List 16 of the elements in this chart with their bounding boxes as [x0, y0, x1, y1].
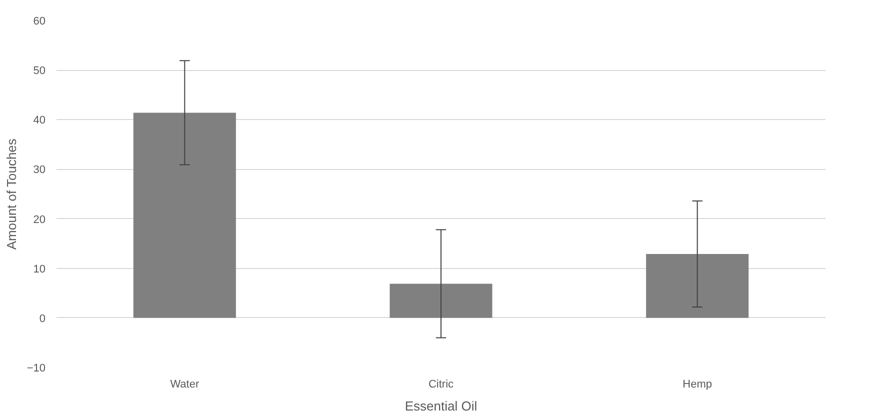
- bar: [390, 284, 492, 318]
- bar: [133, 112, 236, 318]
- y-tick-label: 50: [33, 65, 46, 78]
- y-tick-label: 60: [33, 16, 46, 28]
- y-tick-label: 20: [33, 214, 46, 226]
- y-tick-label: 30: [33, 164, 46, 176]
- y-tick-label: 0: [39, 312, 46, 325]
- x-axis-title: Essential Oil: [404, 398, 478, 414]
- bar: [646, 254, 749, 318]
- x-tick-label: Hemp: [682, 378, 712, 390]
- y-tick-label: 10: [33, 263, 46, 276]
- y-tick-label: −10: [26, 362, 46, 374]
- y-tick-label: 40: [33, 114, 46, 127]
- x-tick-label: Citric: [428, 378, 454, 390]
- x-tick-label: Water: [170, 378, 200, 390]
- y-axis-title: Amount of Touches: [4, 138, 19, 250]
